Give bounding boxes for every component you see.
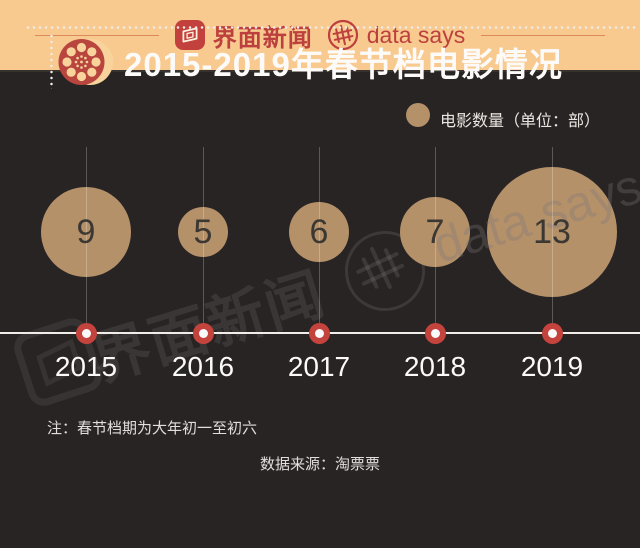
timeline-dot	[308, 322, 330, 344]
datasays-brand-text: data says	[366, 21, 466, 48]
timeline-dot-center	[430, 328, 440, 338]
jiemian-brand-text: 界面新闻	[212, 24, 313, 52]
datasays-logo-icon	[327, 19, 359, 51]
movie-count-bubble	[289, 202, 349, 262]
footer-divider-right	[481, 34, 606, 36]
timeline-dot	[541, 322, 563, 344]
legend-bubble-swatch	[406, 103, 430, 127]
timeline-dot-center	[314, 328, 324, 338]
movie-count-bubble	[487, 167, 617, 297]
movie-count-bubble	[41, 187, 131, 277]
dotted-border-left	[50, 33, 53, 89]
footnote: 注：春节档期为大年初一至初六	[47, 420, 258, 437]
column-guide-line	[434, 147, 436, 333]
movie-count-bubble	[178, 207, 228, 257]
movie-count-value: 6	[309, 213, 329, 251]
column-guide-line	[202, 147, 204, 333]
column-guide-line	[85, 147, 87, 333]
jiemian-logo-icon	[174, 20, 205, 50]
timeline-dot	[75, 322, 97, 344]
legend-label: 电影数量（单位：部）	[440, 113, 601, 130]
movie-count-value: 7	[425, 213, 445, 251]
year-label: 2017	[287, 351, 351, 382]
year-label: 2018	[403, 351, 467, 382]
timeline-dot-center	[547, 328, 557, 338]
column-guide-line	[551, 147, 553, 333]
movie-count-bubble	[400, 197, 470, 267]
footer-divider-left	[34, 34, 159, 36]
timeline-dot-center	[198, 328, 208, 338]
movie-count-value: 9	[76, 213, 96, 251]
timeline-dot	[192, 322, 214, 344]
year-label: 2016	[171, 351, 235, 382]
data-source: 数据来源：淘票票	[259, 456, 380, 473]
year-label: 2019	[520, 351, 584, 382]
timeline-dot	[424, 322, 446, 344]
timeline-dot-center	[81, 328, 91, 338]
column-guide-line	[318, 147, 320, 333]
dotted-border-top	[25, 26, 636, 29]
movie-count-value: 13	[533, 213, 571, 251]
year-label: 2015	[54, 351, 118, 382]
page-title: 2015-2019年春节档电影情况	[124, 46, 563, 83]
film-reel-icon	[56, 36, 114, 93]
movie-count-value: 5	[193, 213, 213, 251]
